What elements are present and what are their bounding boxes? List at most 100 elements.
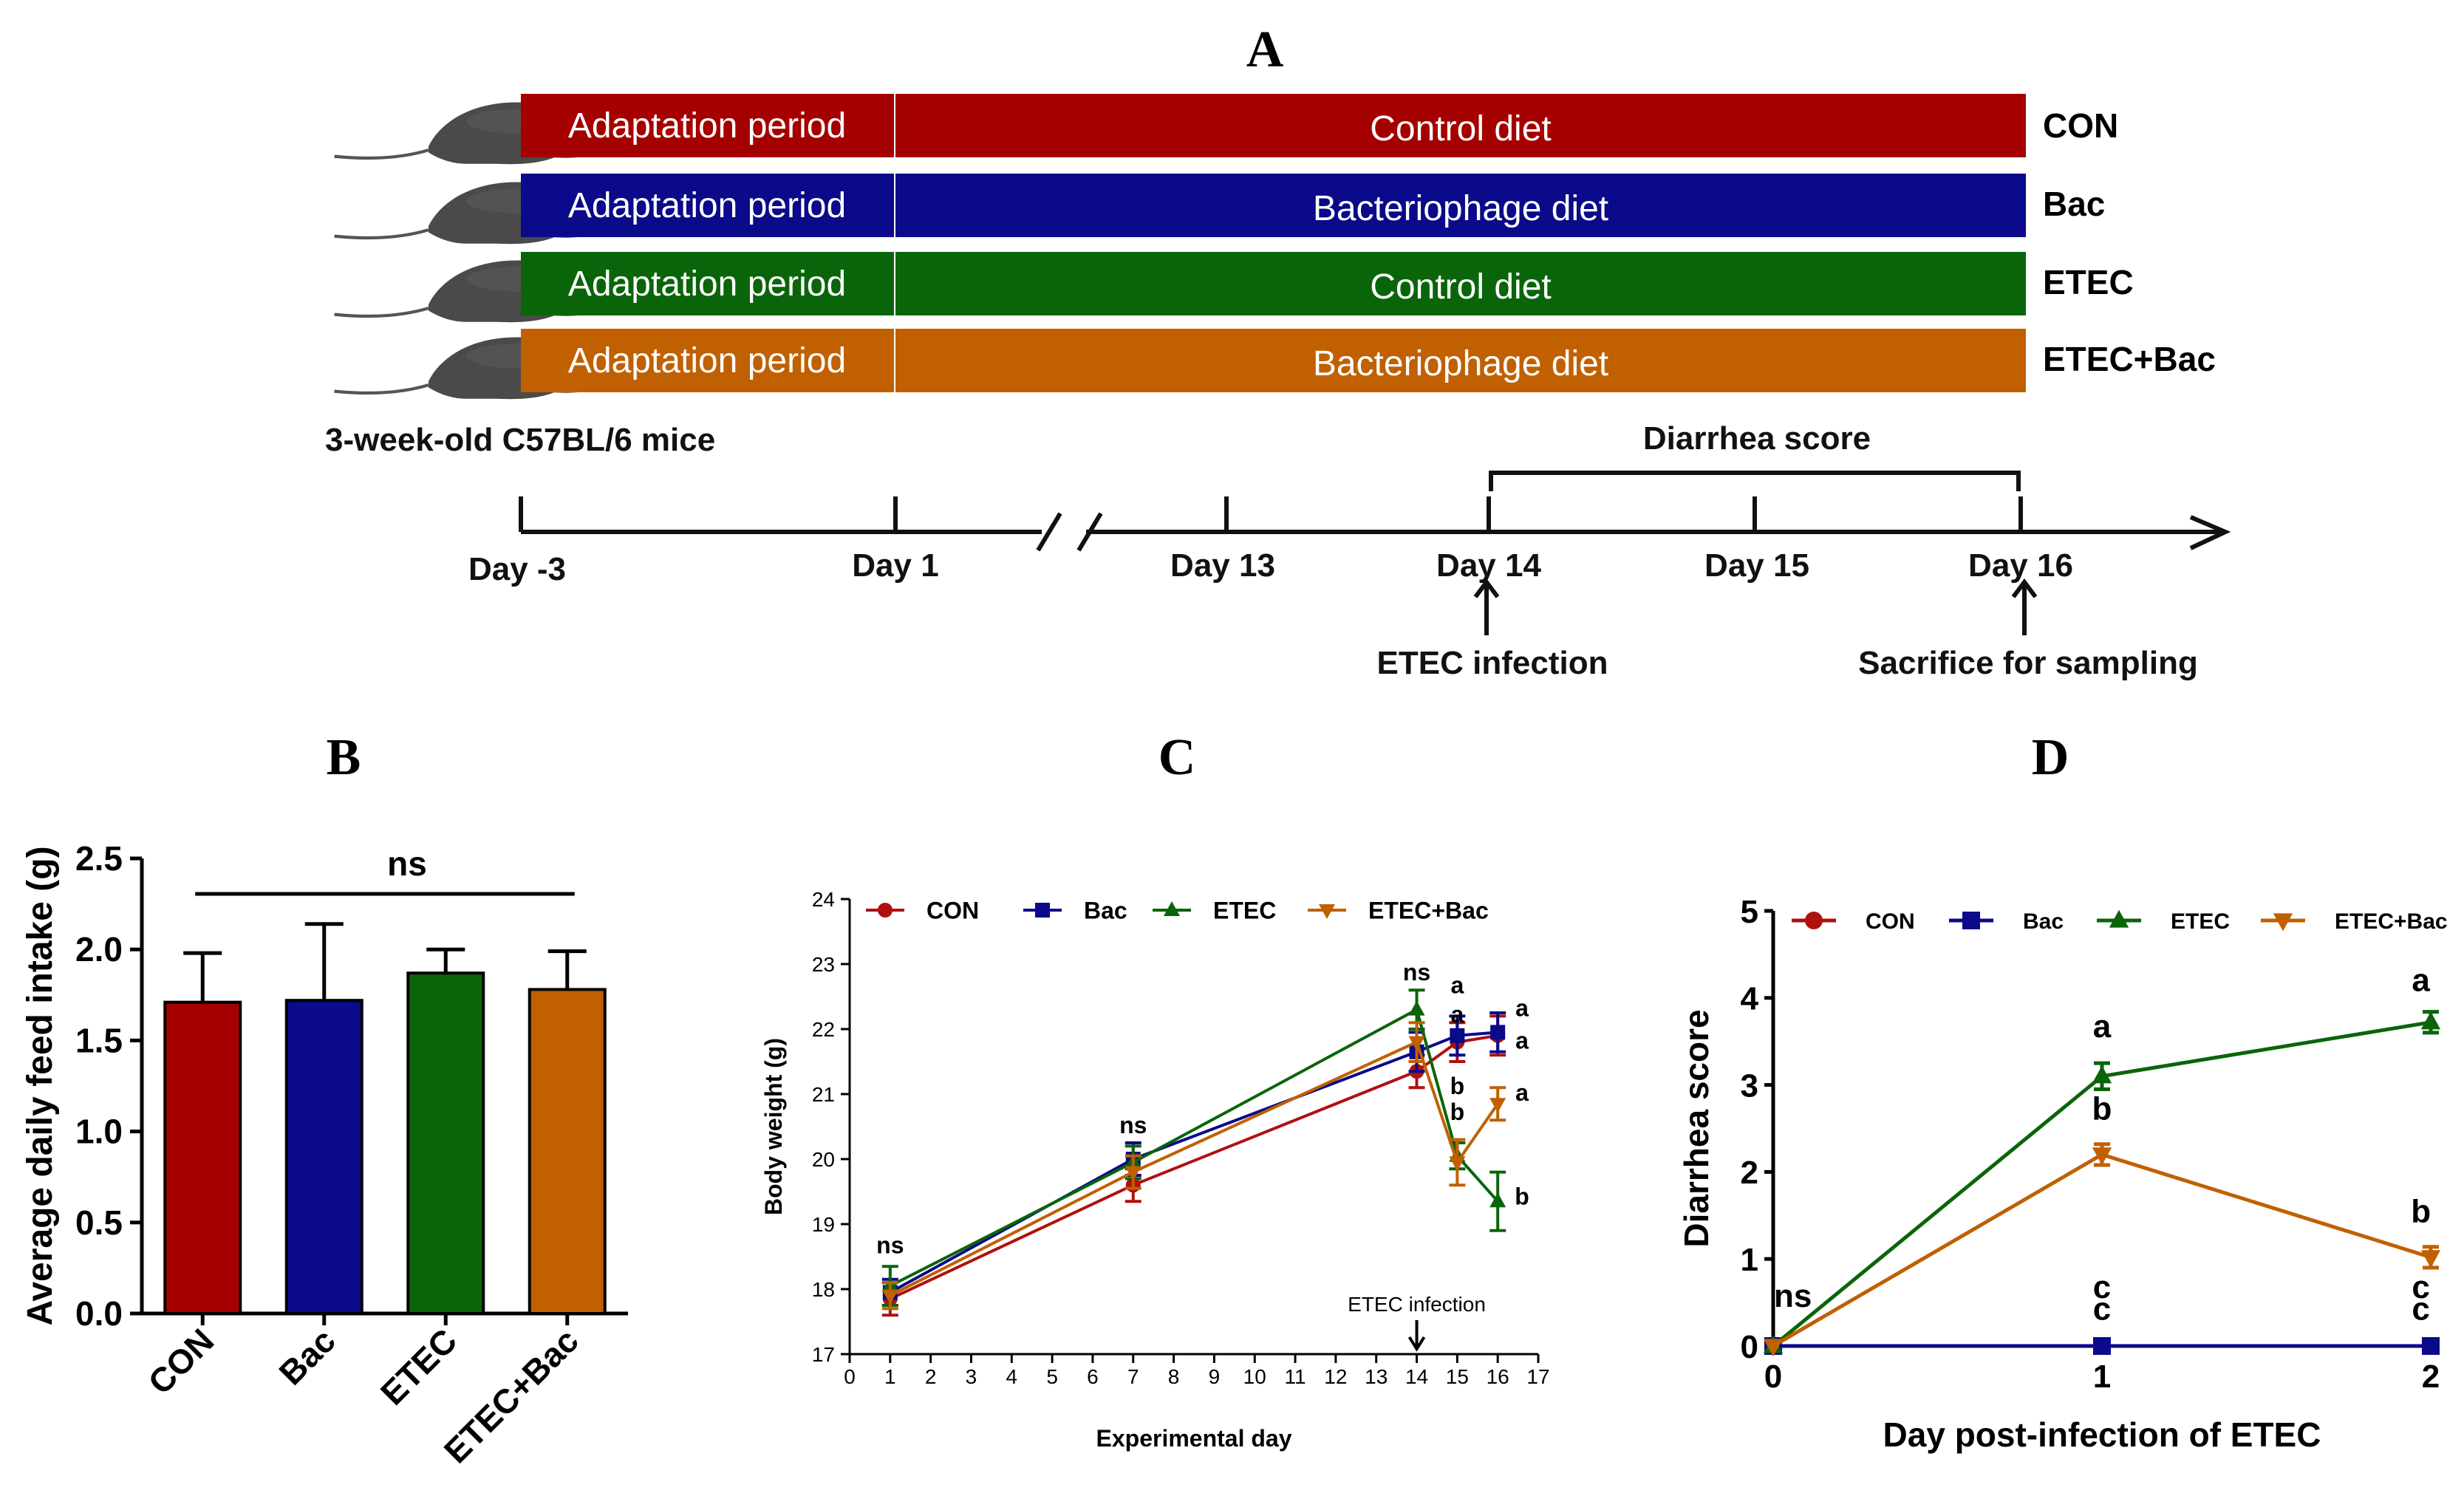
x-tick-label: 1: [884, 1365, 896, 1388]
diet-label: Control diet: [1370, 267, 1551, 307]
legend-marker: [1962, 912, 1980, 929]
significance-label: a: [1450, 1001, 1464, 1028]
x-tick-label: 3: [966, 1365, 977, 1388]
x-tick-label: ETEC: [373, 1321, 465, 1412]
diet-label: Bacteriophage diet: [1313, 189, 1608, 228]
panel-a-letter: A: [1246, 21, 1284, 78]
timeline: [519, 471, 2231, 635]
significance-label: b: [2411, 1194, 2431, 1230]
data-point: [2093, 1337, 2111, 1355]
adaptation-label: Adaptation period: [568, 264, 846, 304]
y-tick-label: 0.0: [75, 1294, 123, 1333]
x-tick-label: 7: [1127, 1365, 1139, 1388]
timeline-day: Day 14: [1436, 547, 1541, 584]
x-tick-label: 9: [1209, 1365, 1221, 1388]
diet-bar: [895, 329, 2026, 392]
x-tick-label: 14: [1405, 1365, 1428, 1388]
x-tick-label: 4: [1006, 1365, 1018, 1388]
significance-label: ns: [876, 1232, 904, 1259]
significance-label: a: [2093, 1008, 2112, 1045]
bar: [406, 971, 485, 1316]
data-point: [1449, 1156, 1466, 1172]
data-point: [2092, 1147, 2112, 1166]
significance-label: a: [1515, 994, 1529, 1021]
legend-marker: [2109, 909, 2129, 928]
x-tick-label: 8: [1168, 1365, 1180, 1388]
y-axis-label: Body weight (g): [760, 1038, 787, 1215]
event-label: ETEC infection: [1348, 1293, 1486, 1316]
adaptation-bar: [521, 252, 894, 315]
significance-label: b: [1450, 1073, 1465, 1099]
diet-label: Control diet: [1370, 109, 1551, 148]
significance-label: a: [1515, 1079, 1529, 1106]
timeline-day: Day 1: [852, 547, 938, 584]
timeline-day: Day 13: [1170, 547, 1275, 584]
diet-bar: [895, 174, 2026, 237]
group-label: ETEC+Bac: [2043, 340, 2216, 378]
y-tick-label: 0: [1741, 1329, 1758, 1365]
data-point: [1450, 1028, 1465, 1043]
x-tick-label: 15: [1446, 1365, 1469, 1388]
diet-label: Bacteriophage diet: [1313, 344, 1608, 383]
significance-label: c: [2093, 1291, 2111, 1328]
adaptation-label: Adaptation period: [568, 186, 846, 225]
data-point: [1125, 1166, 1141, 1181]
significance-label: b: [1450, 1099, 1465, 1125]
timeline-day: Day 15: [1704, 547, 1809, 584]
x-tick-label: CON: [140, 1321, 221, 1401]
x-tick-label: 2: [925, 1365, 937, 1388]
panel-b-letter: B: [327, 729, 361, 786]
timeline-day: Day 16: [1968, 547, 2073, 584]
significance-label: b: [2092, 1091, 2112, 1127]
y-tick-label: 2: [1741, 1155, 1758, 1191]
y-tick-label: 22: [812, 1018, 835, 1041]
series-line-bac: [889, 1031, 1498, 1294]
y-tick-label: 1: [1741, 1242, 1758, 1278]
x-tick-label: 0: [844, 1365, 856, 1388]
x-tick-label: 1: [2093, 1359, 2111, 1395]
significance-label: ns: [1403, 959, 1430, 985]
y-tick-label: 1.5: [75, 1021, 123, 1059]
adaptation-bar: [521, 174, 894, 237]
y-tick-label: 0.5: [75, 1203, 123, 1242]
x-tick-label: 17: [1526, 1365, 1549, 1388]
legend-label: CON: [926, 898, 979, 924]
data-point: [2420, 1011, 2441, 1030]
data-point: [1489, 1098, 1506, 1113]
panel-c-letter: C: [1158, 729, 1196, 786]
significance-label: a: [2412, 962, 2430, 998]
event-arrowhead: [1407, 1336, 1426, 1352]
x-axis-label: Day post-infection of ETEC: [1883, 1415, 2321, 1454]
y-tick-label: 20: [812, 1148, 835, 1171]
significance-label: ns: [1119, 1112, 1147, 1138]
x-tick-label: 12: [1324, 1365, 1347, 1388]
bracket-label: Diarrhea score: [1643, 420, 1871, 457]
legend-marker: [1164, 901, 1180, 916]
y-axis-label: Diarrhea score: [1677, 1009, 1716, 1247]
data-point: [2422, 1337, 2440, 1355]
y-tick-label: 5: [1741, 894, 1758, 930]
x-axis-label: Experimental day: [1096, 1425, 1292, 1452]
y-tick-label: 1.0: [75, 1113, 123, 1151]
x-tick-label: 13: [1365, 1365, 1388, 1388]
group-label: CON: [2043, 106, 2118, 145]
significance-label: ns: [387, 844, 427, 883]
panel-d-letter: D: [2032, 729, 2069, 786]
series-line-etec: [889, 1007, 1499, 1288]
adaptation-label: Adaptation period: [568, 341, 846, 380]
significance-label: b: [1515, 1183, 1529, 1210]
legend-label: ETEC+Bac: [2335, 909, 2448, 934]
legend-marker: [1035, 903, 1050, 918]
group-row-etec-bac: Adaptation period Bacteriophage diet ETE…: [335, 329, 2216, 399]
x-tick-label: 5: [1046, 1365, 1058, 1388]
x-tick-label: 0: [1764, 1359, 1782, 1395]
data-point: [1489, 1192, 1506, 1208]
adaptation-bar: [521, 329, 894, 392]
panel-a: A Adaptation period Control diet CON Ada…: [325, 21, 2231, 681]
data-point: [1408, 1000, 1425, 1016]
significance-label: c: [2412, 1291, 2429, 1328]
group-row-con: Adaptation period Control diet CON: [335, 94, 2118, 164]
